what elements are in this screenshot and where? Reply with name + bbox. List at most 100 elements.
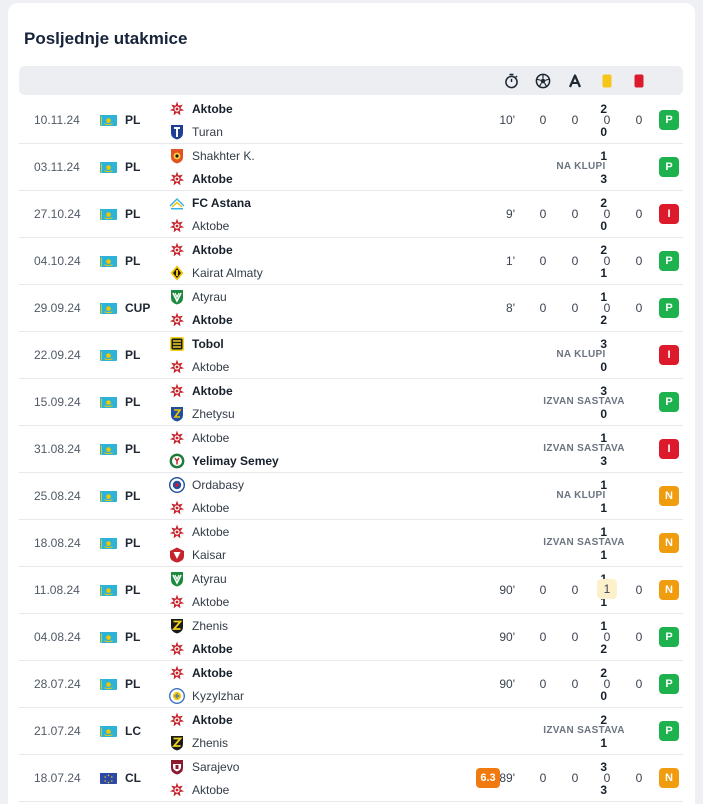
away-team[interactable]: Aktobe 2 (169, 311, 607, 329)
away-team-name: Aktobe (192, 313, 233, 327)
home-team[interactable]: Aktobe 2 (169, 711, 607, 729)
match-row[interactable]: 18.08.24 PL Aktobe 1 Kaisar 1 IZVAN SASTAVA N (19, 520, 683, 567)
home-team[interactable]: FC Astana 2 (169, 194, 607, 212)
home-team-name: Zhenis (192, 619, 229, 633)
match-date: 04.08.24 (34, 630, 81, 644)
home-team[interactable]: Sarajevo 3 (169, 758, 607, 776)
match-row[interactable]: 21.07.24 LC Aktobe 2 Zhenis 1 IZVAN SASTAVA P (19, 708, 683, 755)
red-cards-count: 0 (635, 630, 643, 644)
kazakhstan-flag-icon (100, 349, 117, 361)
home-team[interactable]: Aktobe 2 (169, 664, 607, 682)
away-team[interactable]: Aktobe 1 (169, 593, 607, 611)
match-date: 10.11.24 (34, 113, 80, 127)
home-score: 2 (600, 196, 607, 210)
home-team[interactable]: Tobol 3 (169, 335, 607, 353)
match-row[interactable]: 31.08.24 PL Aktobe 1 Yelimay Semey 3 IZVAN SAS… (19, 426, 683, 473)
competition-label: PL (125, 207, 141, 221)
away-team[interactable]: Aktobe 0 (169, 358, 607, 376)
team-crest-icon (169, 641, 185, 657)
home-team-name: Ordabasy (192, 478, 245, 492)
home-team[interactable]: Aktobe 3 (169, 382, 607, 400)
away-team[interactable]: Kairat Almaty 1 (169, 264, 607, 282)
minutes-played: 1' (506, 254, 515, 268)
europe-flag-icon (100, 772, 117, 784)
home-score: 1 (600, 478, 607, 492)
kazakhstan-flag-icon (100, 302, 117, 314)
away-team[interactable]: Aktobe 0 (169, 217, 607, 235)
away-team-name: Zhenis (192, 736, 229, 750)
home-score: 3 (600, 384, 607, 398)
home-team[interactable]: Ordabasy 1 (168, 476, 607, 494)
home-team[interactable]: Zhenis 1 (169, 617, 607, 635)
match-row[interactable]: 28.07.24 PL Aktobe 2 Kyzylzhar 0 90' 0 0 0 0 P (19, 661, 683, 708)
away-team[interactable]: Zhetysu 0 (169, 405, 607, 423)
result-badge: P (659, 674, 679, 694)
minutes-played: 90' (499, 583, 515, 597)
home-team[interactable]: Aktobe 1 (169, 429, 607, 447)
red-cards-count: 0 (635, 771, 643, 785)
away-team[interactable]: Turan 0 (169, 123, 607, 141)
match-row[interactable]: 10.11.24 PL Aktobe 2 Turan 0 10' 0 0 0 0 P (19, 97, 683, 144)
match-row[interactable]: 04.10.24 PL Aktobe 2 Kairat Almaty 1 1' 0 0 0 0 P (19, 238, 683, 285)
minutes-played: 90' (499, 630, 515, 644)
assists-count: 0 (571, 301, 579, 315)
away-team-name: Kaisar (192, 548, 227, 562)
away-team[interactable]: Aktobe 1 (169, 499, 607, 517)
home-team-name: Sarajevo (192, 760, 240, 774)
home-team[interactable]: Aktobe 2 (169, 100, 607, 118)
away-score: 2 (600, 313, 607, 327)
team-crest-icon (168, 476, 186, 494)
match-date: 04.10.24 (34, 254, 81, 268)
match-row[interactable]: 22.09.24 PL Tobol 3 Aktobe 0 NA KLUPI I (19, 332, 683, 379)
match-row[interactable]: 18.07.24 CL Sarajevo 3 Aktobe 3 6.3 89' 0 0 0 0 N (19, 755, 683, 802)
away-score: 0 (600, 125, 607, 139)
away-team-name: Zhetysu (192, 407, 235, 421)
home-team[interactable]: Shakhter K. 1 (169, 147, 607, 165)
assists-count: 0 (571, 677, 579, 691)
match-date: 22.09.24 (34, 348, 81, 362)
away-team[interactable]: Kyzylzhar 0 (168, 687, 607, 705)
away-team[interactable]: Kaisar 1 (169, 546, 607, 564)
team-crest-icon (169, 430, 185, 446)
player-status-note: NA KLUPI (556, 161, 606, 172)
result-badge: P (659, 627, 679, 647)
yellow-cards-count: 0 (603, 771, 611, 785)
home-team-name: Aktobe (192, 431, 230, 445)
match-row[interactable]: 03.11.24 PL Shakhter K. 1 Aktobe 3 NA KLUPI P (19, 144, 683, 191)
team-crest-icon (169, 383, 185, 399)
away-team[interactable]: Aktobe 2 (169, 640, 607, 658)
match-row[interactable]: 29.09.24 CUP Atyrau 1 Aktobe 2 8' 0 0 0 0 P (19, 285, 683, 332)
red-cards-count: 0 (635, 113, 643, 127)
home-team[interactable]: Aktobe 1 (169, 523, 607, 541)
match-date: 29.09.24 (34, 301, 81, 315)
kazakhstan-flag-icon (100, 396, 117, 408)
home-team[interactable]: Aktobe 2 (169, 241, 607, 259)
red-cards-count: 0 (635, 301, 643, 315)
home-score: 3 (600, 760, 607, 774)
player-status-note: NA KLUPI (556, 490, 606, 501)
competition-label: PL (125, 489, 141, 503)
yellow-cards-count: 1 (597, 579, 617, 599)
match-row[interactable]: 25.08.24 PL Ordabasy 1 Aktobe 1 NA KLUPI N (19, 473, 683, 520)
kazakhstan-flag-icon (100, 208, 117, 220)
away-team[interactable]: Yelimay Semey 3 (169, 452, 607, 470)
minutes-played: 8' (506, 301, 515, 315)
home-score: 2 (600, 666, 607, 680)
minutes-played: 89' (499, 771, 515, 785)
home-score: 1 (600, 149, 607, 163)
away-score: 2 (600, 642, 607, 656)
away-team[interactable]: Aktobe 3 (169, 170, 607, 188)
match-row[interactable]: 15.09.24 PL Aktobe 3 Zhetysu 0 IZVAN SASTAVA P (19, 379, 683, 426)
away-team[interactable]: Aktobe 3 (169, 781, 607, 799)
match-row[interactable]: 27.10.24 PL FC Astana 2 Aktobe 0 9' 0 0 0 0 I (19, 191, 683, 238)
home-team-name: FC Astana (192, 196, 251, 210)
yellow-cards-count: 0 (603, 301, 611, 315)
away-team-name: Aktobe (192, 642, 233, 656)
match-row[interactable]: 04.08.24 PL Zhenis 1 Aktobe 2 90' 0 0 0 0 P (19, 614, 683, 661)
away-score: 3 (600, 783, 607, 797)
away-team[interactable]: Zhenis 1 (169, 734, 607, 752)
kazakhstan-flag-icon (100, 255, 117, 267)
